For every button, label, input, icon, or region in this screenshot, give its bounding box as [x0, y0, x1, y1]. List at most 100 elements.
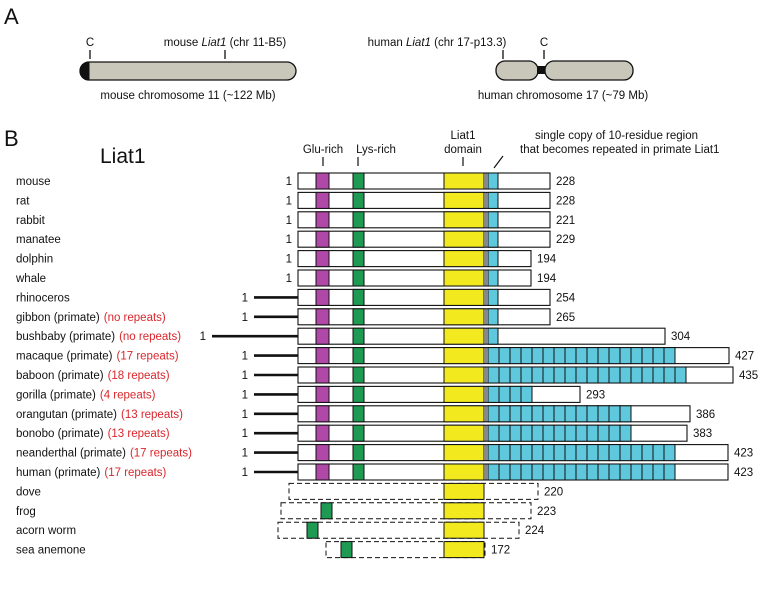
repeat-unit: [509, 347, 522, 365]
protein-length: 220: [544, 486, 563, 498]
glu-rich-segment: [315, 250, 330, 268]
protein-length: 194: [537, 273, 557, 285]
repeat-unit: [487, 405, 500, 423]
species-row: dolphin 1 194: [16, 250, 557, 268]
repeat-unit: [652, 366, 665, 384]
repeat-unit: [586, 405, 599, 423]
repeat-unit: [487, 250, 499, 268]
species-label: rat: [16, 195, 30, 207]
lys-rich-segment: [352, 424, 365, 442]
glu-rich-segment: [315, 366, 330, 384]
repeat-unit: [498, 463, 511, 481]
species-name: whale: [15, 273, 46, 285]
liat1-domain-segment: [443, 424, 485, 442]
lys-rich-segment: [352, 211, 365, 229]
species-row: frog 223: [16, 502, 556, 520]
species-name: rhinoceros: [16, 292, 70, 304]
protein-length: 228: [556, 195, 575, 207]
repeat-unit: [487, 444, 500, 462]
repeat-unit: [553, 424, 566, 442]
repeat-unit: [674, 366, 687, 384]
liat1-domain-segment: [443, 521, 485, 539]
human-centromere-label: C: [540, 37, 548, 49]
repeat-unit: [509, 405, 522, 423]
repeat-unit: [509, 366, 522, 384]
protein-length: 383: [693, 428, 712, 440]
repeat-unit: [553, 347, 566, 365]
repeat-unit: [553, 463, 566, 481]
species-name: sea anemone: [16, 545, 86, 557]
repeat-unit: [498, 424, 511, 442]
protein-length: 423: [734, 448, 753, 460]
glu-rich-segment: [315, 288, 330, 306]
repeat-unit: [542, 444, 555, 462]
liat1-domain-header-line2: domain: [444, 144, 482, 156]
species-row: rat 1 228: [16, 191, 575, 209]
repeat-unit: [575, 405, 588, 423]
glu-rich-header: Glu-rich: [303, 144, 343, 156]
start-residue: 1: [200, 331, 206, 343]
repeat-unit: [575, 444, 588, 462]
repeat-unit: [641, 347, 654, 365]
repeat-unit: [520, 424, 533, 442]
species-name: neanderthal (primate) (17 repeats): [16, 448, 192, 460]
lys-rich-segment: [352, 366, 365, 384]
repeat-unit: [509, 463, 522, 481]
glu-rich-segment: [315, 269, 330, 287]
species-row: gorilla (primate) (4 repeats) 1 293: [16, 385, 605, 403]
repeat-unit: [663, 444, 676, 462]
repeat-unit: [487, 211, 499, 229]
species-name: rabbit: [16, 215, 46, 227]
repeat-unit: [487, 463, 500, 481]
repeat-unit: [520, 463, 533, 481]
repeat-header-line1: single copy of 10-residue region: [535, 130, 698, 142]
start-residue: 1: [242, 467, 248, 479]
species-name: rat: [16, 195, 30, 207]
species-row: baboon (primate) (18 repeats) 1 435: [16, 366, 758, 384]
liat1-domain-segment: [443, 230, 485, 248]
lys-rich-segment: [352, 444, 365, 462]
domain-headers: Glu-rich Lys-rich Liat1 domain single co…: [303, 130, 719, 169]
repeat-unit: [553, 444, 566, 462]
protein-length: 254: [556, 292, 576, 304]
repeat-unit: [619, 444, 632, 462]
repeat-unit: [509, 385, 522, 403]
repeat-unit: [520, 347, 533, 365]
species-name: gibbon (primate) (no repeats): [16, 312, 166, 324]
mouse-chromosome-body: [79, 61, 297, 81]
repeat-unit: [564, 463, 577, 481]
species-label: orangutan (primate): [16, 409, 117, 421]
repeat-unit: [564, 444, 577, 462]
panel-b-letter: B: [4, 126, 19, 151]
repeat-unit: [498, 444, 511, 462]
repeat-header-line2: that becomes repeated in primate Liat1: [520, 144, 719, 156]
repeat-unit: [520, 366, 533, 384]
liat1-domain-segment: [443, 250, 485, 268]
lys-rich-segment: [352, 347, 365, 365]
repeat-unit: [586, 444, 599, 462]
protein-length: 221: [556, 215, 575, 227]
liat1-domain-segment: [443, 191, 485, 209]
species-name: baboon (primate) (18 repeats): [16, 370, 170, 382]
species-name: manatee: [16, 234, 61, 246]
protein-length: 304: [671, 331, 691, 343]
liat1-domain-segment: [443, 482, 485, 500]
start-residue: 1: [242, 351, 248, 363]
repeat-unit: [608, 463, 621, 481]
repeat-unit: [553, 366, 566, 384]
species-label: frog: [16, 506, 36, 518]
human-chromosome-p-arm: [495, 60, 539, 81]
repeat-unit: [586, 424, 599, 442]
start-residue: 1: [286, 215, 292, 227]
repeat-unit: [630, 444, 643, 462]
species-name: bonobo (primate) (13 repeats): [16, 428, 170, 440]
liat1-domain-segment: [443, 172, 485, 190]
lys-rich-header: Lys-rich: [356, 144, 396, 156]
species-label: sea anemone: [16, 545, 86, 557]
species-name: gorilla (primate) (4 repeats): [16, 389, 156, 401]
species-row: gibbon (primate) (no repeats) 1 265: [16, 308, 575, 326]
liat1-domain-segment: [443, 444, 485, 462]
glu-rich-segment: [315, 385, 330, 403]
panel-b-title: Liat1: [100, 145, 146, 168]
liat1-domain-segment: [443, 502, 485, 520]
